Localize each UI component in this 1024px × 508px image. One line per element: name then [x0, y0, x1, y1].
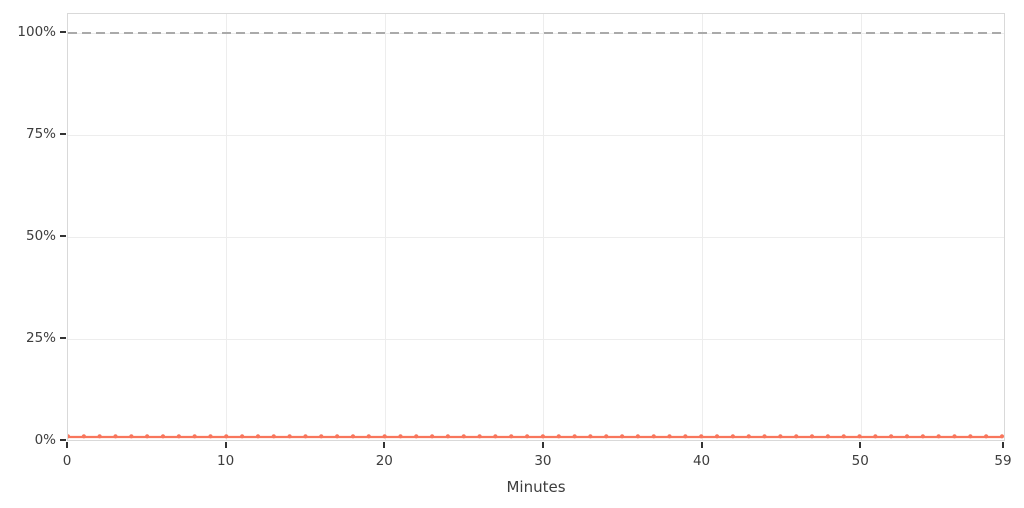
data-point-marker: [699, 434, 704, 439]
reference-line: [68, 32, 1004, 34]
data-point-marker: [224, 434, 229, 439]
data-point-marker: [81, 434, 86, 439]
x-axis-title: Minutes: [506, 478, 566, 496]
x-tick-label: 10: [217, 453, 235, 469]
data-point-marker: [382, 434, 387, 439]
data-point-marker: [556, 434, 561, 439]
data-point-marker: [509, 434, 514, 439]
data-point-marker: [841, 434, 846, 439]
y-tick-mark: [60, 133, 66, 135]
data-point-marker: [303, 434, 308, 439]
gridline-vertical: [226, 14, 228, 440]
data-point-marker: [176, 434, 181, 439]
x-tick-label: 50: [851, 453, 869, 469]
data-point-marker: [588, 434, 593, 439]
data-point-marker: [366, 434, 371, 439]
data-point-marker: [192, 434, 197, 439]
data-line-series: [68, 434, 1004, 439]
data-point-marker: [145, 434, 150, 439]
gridline-horizontal: [68, 134, 1004, 136]
x-tick-mark: [1002, 442, 1004, 448]
data-point-marker: [255, 434, 261, 439]
x-tick-mark: [541, 442, 544, 448]
data-point-marker: [540, 434, 545, 439]
x-tick-label: 40: [692, 453, 711, 469]
data-point-marker: [477, 434, 482, 439]
data-point-marker: [335, 434, 340, 439]
x-tick-label: 0: [62, 453, 72, 469]
data-point-marker: [952, 434, 957, 439]
data-point-marker: [129, 434, 134, 439]
data-point-marker: [208, 434, 213, 439]
data-point-marker: [651, 434, 656, 439]
data-point-marker: [825, 434, 830, 439]
data-point-marker: [762, 434, 767, 439]
data-point-marker: [984, 434, 989, 439]
x-tick-label: 30: [534, 453, 552, 469]
x-tick-mark: [383, 442, 386, 448]
data-point-marker: [635, 434, 640, 439]
data-point-marker: [920, 434, 925, 439]
data-point-marker: [461, 434, 466, 439]
x-tick-mark: [66, 442, 68, 448]
data-point-marker: [113, 434, 118, 439]
y-tick-label: 75%: [25, 126, 56, 142]
x-tick-mark: [859, 442, 862, 448]
y-tick-label: 25%: [25, 330, 56, 346]
data-point-marker: [873, 434, 878, 439]
data-point-marker: [620, 434, 625, 439]
data-point-marker: [445, 434, 450, 439]
data-point-marker: [714, 434, 720, 439]
data-point-marker: [493, 434, 498, 439]
gridline-vertical: [860, 14, 862, 440]
gridline-horizontal: [68, 338, 1004, 340]
data-point-marker: [889, 434, 894, 439]
y-tick-label: 100%: [17, 24, 56, 40]
data-point-marker: [525, 434, 530, 439]
x-tick-label: 20: [375, 453, 393, 469]
gridline-vertical: [543, 14, 545, 440]
data-point-marker: [240, 434, 245, 439]
data-point-marker: [778, 434, 783, 439]
data-point-marker: [999, 434, 1004, 439]
x-tick-label: 59: [994, 453, 1012, 469]
data-point-marker: [809, 434, 815, 439]
x-tick-mark: [700, 442, 703, 448]
gridline-vertical: [384, 14, 386, 440]
data-point-marker: [604, 434, 609, 439]
data-point-marker: [68, 434, 71, 439]
plot-panel: [67, 13, 1005, 441]
data-point-marker: [936, 434, 941, 439]
data-point-marker: [730, 434, 735, 439]
data-point-marker: [271, 434, 276, 439]
data-point-marker: [287, 434, 292, 439]
data-point-marker: [857, 434, 862, 439]
data-point-marker: [746, 434, 751, 439]
data-point-marker: [667, 434, 672, 439]
gridline-vertical: [702, 14, 704, 440]
y-tick-mark: [60, 235, 66, 237]
y-tick-mark: [60, 31, 66, 33]
data-point-marker: [97, 434, 102, 439]
data-point-marker: [683, 434, 688, 439]
y-tick-label: 50%: [25, 228, 56, 244]
data-point-marker: [572, 434, 577, 439]
data-point-marker: [794, 434, 799, 439]
data-point-marker: [398, 434, 403, 439]
y-tick-mark: [60, 337, 66, 339]
x-tick-mark: [224, 442, 227, 448]
data-point-marker: [350, 434, 356, 439]
y-tick-mark: [60, 439, 66, 441]
data-point-marker: [160, 434, 166, 439]
data-point-marker: [414, 434, 419, 439]
data-point-marker: [430, 434, 435, 439]
y-tick-label: 0%: [34, 432, 56, 448]
gridline-horizontal: [68, 236, 1004, 238]
data-point-marker: [904, 434, 910, 439]
data-point-marker: [968, 434, 973, 439]
data-point-marker: [319, 434, 324, 439]
